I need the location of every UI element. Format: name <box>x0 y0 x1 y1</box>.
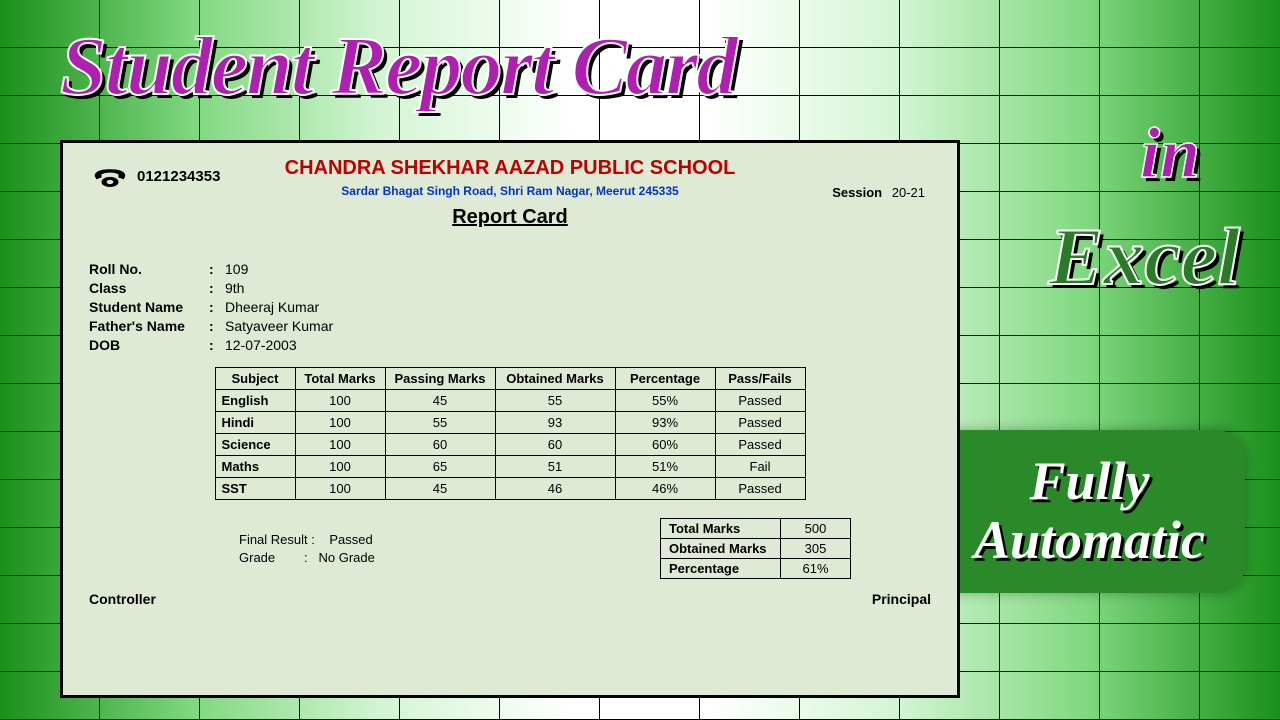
table-row: Maths100655151%Fail <box>215 456 805 478</box>
marks-header: Percentage <box>615 368 715 390</box>
marks-header: Total Marks <box>295 368 385 390</box>
grade-value: No Grade <box>318 550 374 565</box>
summary-row: Total Marks500 <box>661 519 851 539</box>
dob-label: DOB <box>89 337 209 353</box>
cell: 55 <box>385 412 495 434</box>
cell: Fail <box>715 456 805 478</box>
marks-header: Passing Marks <box>385 368 495 390</box>
roll-value: 109 <box>225 261 248 277</box>
cell: 100 <box>295 412 385 434</box>
card-header: 0121234353 CHANDRA SHEKHAR AAZAD PUBLIC … <box>89 157 931 229</box>
bottom-area: Final Result : Passed Grade : No Grade T… <box>89 518 931 579</box>
phone-number: 0121234353 <box>137 168 220 185</box>
phone-icon <box>93 163 127 189</box>
summary-value: 61% <box>781 559 851 579</box>
marks-header: Subject <box>215 368 295 390</box>
summary-value: 500 <box>781 519 851 539</box>
cell: 100 <box>295 434 385 456</box>
summary-row: Percentage61% <box>661 559 851 579</box>
main-title: Student Report Card <box>60 18 736 115</box>
final-result-label: Final Result : <box>239 532 315 547</box>
session-value: 20-21 <box>892 185 925 200</box>
badge-line-2: Automatic <box>974 511 1205 570</box>
summary-table: Total Marks500Obtained Marks305Percentag… <box>660 518 851 579</box>
cell: 60 <box>495 434 615 456</box>
summary-label: Obtained Marks <box>661 539 781 559</box>
cell: 100 <box>295 390 385 412</box>
cell: 60% <box>615 434 715 456</box>
cell: 45 <box>385 390 495 412</box>
cell: 45 <box>385 478 495 500</box>
footer-row: Controller Principal <box>89 591 931 607</box>
cell: Passed <box>715 478 805 500</box>
final-block: Final Result : Passed Grade : No Grade <box>239 532 375 579</box>
summary-label: Percentage <box>661 559 781 579</box>
grade-label: Grade <box>239 550 275 565</box>
badge-line-1: Fully <box>974 452 1205 511</box>
table-row: Science100606060%Passed <box>215 434 805 456</box>
principal-label: Principal <box>872 591 931 607</box>
cell: 55% <box>615 390 715 412</box>
table-row: SST100454646%Passed <box>215 478 805 500</box>
marks-header: Obtained Marks <box>495 368 615 390</box>
cell: 46% <box>615 478 715 500</box>
summary-value: 305 <box>781 539 851 559</box>
cell: Passed <box>715 412 805 434</box>
roll-label: Roll No. <box>89 261 209 277</box>
marks-header-row: SubjectTotal MarksPassing MarksObtained … <box>215 368 805 390</box>
marks-body: English100455555%PassedHindi100559393%Pa… <box>215 390 805 500</box>
excel-text: Excel <box>1049 210 1240 304</box>
summary-body: Total Marks500Obtained Marks305Percentag… <box>661 519 851 579</box>
marks-header: Pass/Fails <box>715 368 805 390</box>
student-value: Dheeraj Kumar <box>225 299 319 315</box>
cell: Passed <box>715 390 805 412</box>
controller-label: Controller <box>89 591 156 607</box>
cell: 100 <box>295 478 385 500</box>
session-box: Session 20-21 <box>832 185 925 200</box>
phone-box: 0121234353 <box>93 163 220 189</box>
in-text: in <box>1140 112 1200 195</box>
final-result-value: Passed <box>329 532 372 547</box>
cell: Passed <box>715 434 805 456</box>
cell: 51 <box>495 456 615 478</box>
report-card: 0121234353 CHANDRA SHEKHAR AAZAD PUBLIC … <box>60 140 960 698</box>
cell: 46 <box>495 478 615 500</box>
father-value: Satyaveer Kumar <box>225 318 333 334</box>
cell: 55 <box>495 390 615 412</box>
cell: Science <box>215 434 295 456</box>
father-label: Father's Name <box>89 318 209 334</box>
cell: English <box>215 390 295 412</box>
cell: 100 <box>295 456 385 478</box>
class-label: Class <box>89 280 209 296</box>
session-label: Session <box>832 185 882 200</box>
cell: SST <box>215 478 295 500</box>
cell: Maths <box>215 456 295 478</box>
report-card-title: Report Card <box>89 206 931 229</box>
student-label: Student Name <box>89 299 209 315</box>
summary-row: Obtained Marks305 <box>661 539 851 559</box>
automatic-badge: Fully Automatic <box>934 430 1245 593</box>
cell: 93% <box>615 412 715 434</box>
cell: Hindi <box>215 412 295 434</box>
marks-table: SubjectTotal MarksPassing MarksObtained … <box>215 367 806 500</box>
cell: 60 <box>385 434 495 456</box>
student-info: Roll No.:109 Class:9th Student Name:Dhee… <box>89 261 931 353</box>
cell: 65 <box>385 456 495 478</box>
class-value: 9th <box>225 280 244 296</box>
dob-value: 12-07-2003 <box>225 337 297 353</box>
table-row: Hindi100559393%Passed <box>215 412 805 434</box>
summary-label: Total Marks <box>661 519 781 539</box>
cell: 93 <box>495 412 615 434</box>
table-row: English100455555%Passed <box>215 390 805 412</box>
cell: 51% <box>615 456 715 478</box>
